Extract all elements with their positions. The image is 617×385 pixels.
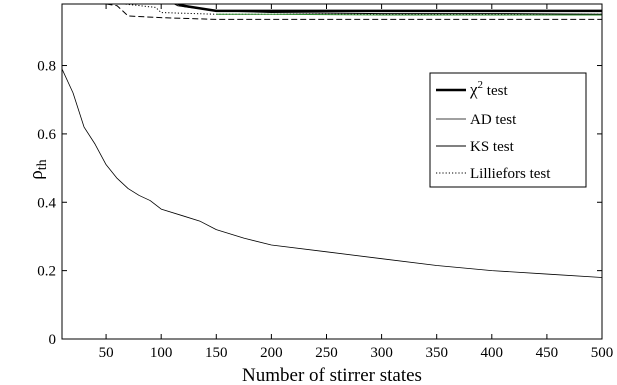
x-tick-label: 50 [99, 345, 114, 361]
x-tick-label: 500 [591, 345, 614, 361]
legend-label-ks: KS test [470, 139, 515, 155]
plot-frame [61, 3, 603, 340]
x-tick-label: 150 [205, 345, 228, 361]
x-tick-label: 350 [425, 345, 448, 361]
series-line-unlabeled-4 [102, 4, 602, 20]
legend-box [429, 72, 587, 188]
x-tick-label: 450 [536, 345, 559, 361]
axis-ticks: 50 100 150 200 250 300 350 400 450 500 0 0.2 0.4 0.6 0… [37, 4, 613, 361]
legend-chi2-main: χ [469, 80, 478, 99]
x-tick-label: 400 [481, 345, 504, 361]
y-axis-title-sub: th [35, 159, 50, 170]
y-axis-title: ρth [26, 159, 50, 179]
y-axis-title-main: ρ [26, 170, 47, 179]
y-tick-label: 0.2 [37, 264, 56, 280]
series-line-ad-test [62, 68, 602, 278]
series-line--test [175, 4, 602, 13]
y-tick-label: 0.6 [37, 127, 56, 143]
y-tick-label: 0.8 [37, 59, 56, 75]
legend-chi2-sup: 2 [478, 79, 484, 91]
x-tick-label: 300 [370, 345, 393, 361]
legend-label-ad: AD test [470, 112, 517, 128]
legend-chi2-rest: test [483, 83, 508, 99]
legend: χ2 test AD test KS test Lilliefors test [429, 72, 587, 188]
x-axis-title: Number of stirrer states [242, 365, 422, 385]
series-line-unlabeled-5 [216, 13, 602, 16]
x-tick-label: 100 [150, 345, 173, 361]
series-line-lilliefors-test [119, 4, 602, 15]
x-tick-label: 200 [260, 345, 283, 361]
legend-label-lilliefors: Lilliefors test [470, 166, 551, 182]
x-tick-label: 250 [315, 345, 338, 361]
legend-label-chi2: χ2 test [469, 79, 508, 99]
y-tick-label: 0 [49, 332, 57, 348]
plot-lines [62, 4, 602, 278]
series-line-ks-test [173, 4, 602, 15]
y-tick-label: 0.4 [37, 195, 56, 211]
